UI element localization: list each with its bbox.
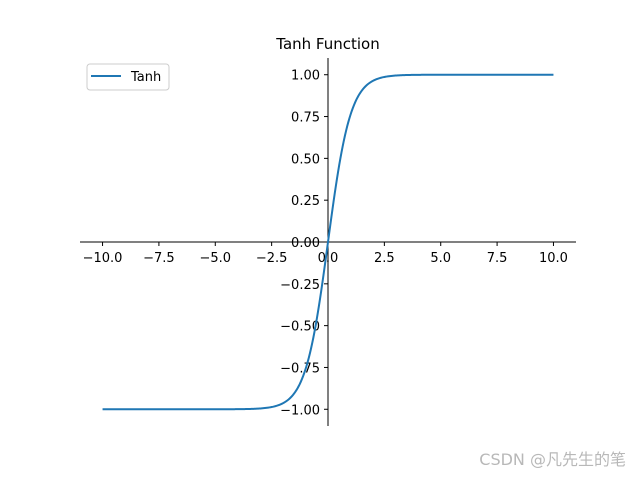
y-tick-label: 0.00	[291, 236, 320, 251]
y-tick-label: −0.50	[280, 320, 320, 335]
plot-lines	[102, 73, 554, 411]
watermark: CSDN @凡先生的笔	[479, 450, 626, 469]
y-tick-label: 0.25	[291, 194, 320, 209]
y-tick-label: 0.75	[291, 111, 320, 126]
y-tick-label: −1.00	[280, 403, 320, 418]
y-tick-label: −0.75	[280, 361, 320, 376]
x-tick-label: −10.0	[83, 251, 123, 266]
y-ticks: −1.00 −0.75 −0.50 −0.25 0.00 0.25 0.50 0.75 1.00	[280, 69, 328, 418]
x-ticks: −10.0 −7.5 −5.0 −2.5 0.0 2.5 5.0 7.5 10.0	[83, 242, 568, 266]
chart-title: Tanh Function	[275, 35, 379, 53]
y-tick-label: 1.00	[291, 69, 320, 84]
y-tick-label: −0.25	[280, 278, 320, 293]
y-tick-label: 0.50	[291, 152, 320, 167]
x-tick-label: −2.5	[256, 251, 288, 266]
legend: Tanh	[86, 63, 170, 91]
x-tick-label: 5.0	[430, 251, 451, 266]
x-tick-label: −5.0	[199, 251, 231, 266]
x-tick-label: −7.5	[143, 251, 175, 266]
x-tick-label: 7.5	[487, 251, 508, 266]
x-tick-label: 2.5	[374, 251, 395, 266]
legend-frame	[86, 63, 170, 91]
x-tick-label: 10.0	[539, 251, 568, 266]
series-line-tanh	[102, 73, 554, 411]
legend-label-tanh: Tanh	[130, 70, 161, 85]
x-tick-label: 0.0	[318, 251, 339, 266]
